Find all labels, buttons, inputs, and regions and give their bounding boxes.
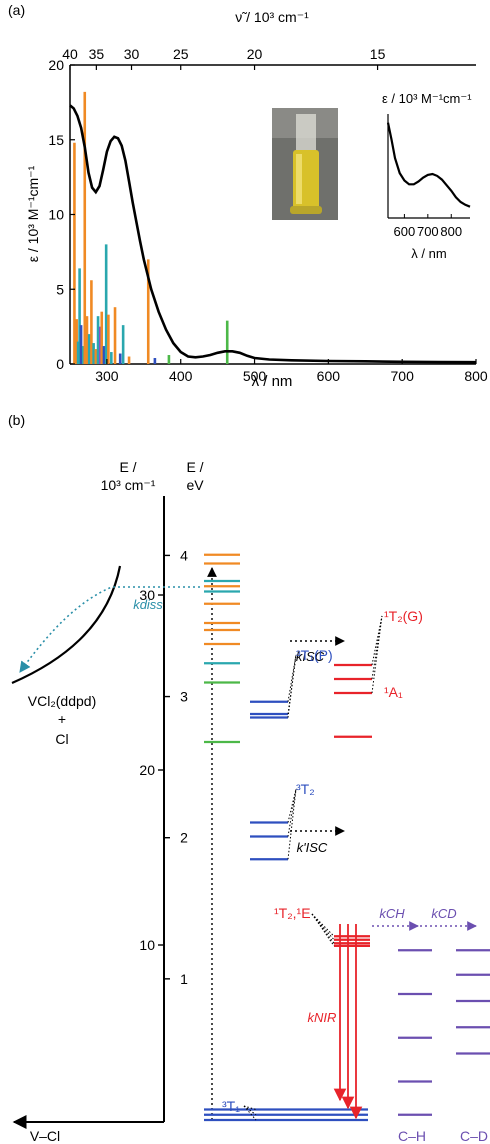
state-bracket-t1-2 [243, 1105, 257, 1116]
state-bracket-4-4 [311, 913, 335, 947]
y-tick-label: 15 [48, 132, 64, 148]
energy-tick-cm-label: 30 [139, 587, 155, 603]
right-axis-label-line1: E / [186, 459, 203, 475]
energy-tick-ev-label: 3 [180, 689, 188, 705]
energy-tick-cm-label: 10 [139, 937, 155, 953]
inset-absorption-curve [386, 122, 471, 208]
kch-label: kCH [379, 906, 405, 921]
top-tick-label: 30 [124, 46, 140, 62]
x-tick-label: 700 [391, 368, 415, 384]
top-tick-label: 25 [173, 46, 189, 62]
y-axis-label: ε / 10³ M⁻¹cm⁻¹ [25, 165, 41, 262]
energy-tick-cm-label: 20 [139, 762, 155, 778]
x-tick-label: 400 [169, 368, 193, 384]
state-bracket-1-3 [287, 654, 297, 718]
calculated-transitions [73, 91, 229, 364]
absorption-curve [69, 104, 477, 364]
x-tick-label: 500 [243, 368, 267, 384]
top-tick-label: 35 [89, 46, 105, 62]
knir-label: kNIR [308, 1010, 337, 1025]
vcl-coordinate-label: V–Cl [30, 1128, 60, 1144]
y-tick-label: 5 [56, 281, 64, 297]
inset-x-label: λ / nm [411, 246, 446, 261]
state-bracket-4-2 [311, 913, 335, 941]
ladder-label-ch: C–H [398, 1128, 426, 1144]
top-tick-label: 20 [247, 46, 263, 62]
ladder-label-cd: C–D [460, 1128, 488, 1144]
y-tick-label: 10 [48, 207, 64, 223]
panel-b-label: (b) [8, 412, 25, 428]
state-bracket-4-3 [311, 913, 335, 944]
dissociation-arrow [19, 586, 200, 673]
top-axis-label: ν̃ / 10³ cm⁻¹ [235, 9, 309, 25]
state-bracket-2-3 [371, 615, 383, 694]
state-label-1t2g: ¹T₂(G) [384, 608, 423, 624]
x-tick-label: 300 [95, 368, 119, 384]
energy-tick-ev-label: 2 [180, 830, 188, 846]
inset-tick-label: 600 [394, 224, 416, 239]
kisc-label: kISC [296, 649, 325, 664]
x-axis-label: λ / nm [252, 373, 293, 390]
kdiss-label: kdiss [133, 597, 163, 612]
inset-tick-label: 800 [440, 224, 462, 239]
product-line1: VCl₂(ddpd) [28, 693, 96, 709]
state-label-1t2-1e: ¹T₂,¹E [274, 905, 311, 921]
state-label-3t1p: ³T₁(P) [296, 647, 333, 663]
top-tick-label: 40 [62, 46, 78, 62]
state-brackets [243, 615, 383, 1121]
energy-axis-ticks: 10 20 30 1 2 3 4 [139, 547, 188, 986]
product-line2: + [58, 711, 66, 727]
panel-a-label: (a) [8, 2, 25, 18]
x-axis-ticks: 300 400 500 600 700 800 [95, 359, 488, 384]
y-tick-label: 0 [56, 356, 64, 372]
x-tick-label: 800 [464, 368, 488, 384]
y-axis-ticks: 0 5 10 15 20 [48, 57, 75, 372]
inset-y-label: ε / 10³ M⁻¹cm⁻¹ [382, 91, 472, 106]
product-line3: Cl [55, 731, 68, 747]
state-bracket-1-1 [287, 654, 297, 702]
state-bracket-3-3 [287, 788, 297, 860]
energy-tick-ev-label: 1 [180, 971, 188, 987]
inset-tick-label: 700 [417, 224, 439, 239]
energy-levels [204, 553, 490, 1122]
state-bracket-2-2 [371, 615, 383, 680]
right-axis-label-line2: eV [186, 477, 204, 493]
y-tick-label: 20 [48, 57, 64, 73]
state-label-3t1: ³T₁ [222, 1098, 240, 1114]
x-tick-label: 600 [317, 368, 341, 384]
left-axis-label-line2: 10³ cm⁻¹ [101, 477, 156, 493]
state-bracket-3-2 [287, 788, 297, 837]
dissociative-curve [11, 565, 122, 685]
sample-vial-photo [272, 108, 338, 220]
inset-ticks: 600 700 800 [394, 214, 462, 239]
top-axis-ticks: 40 35 30 25 20 15 [62, 46, 386, 70]
state-label-3t2: ³T₂ [296, 781, 315, 797]
state-label-1a1: ¹A₁ [384, 684, 403, 700]
state-bracket-t1-3 [243, 1105, 257, 1121]
kisc-prime-label: k'ISC [297, 840, 328, 855]
energy-tick-ev-label: 4 [180, 547, 188, 563]
kcd-label: kCD [431, 906, 456, 921]
top-tick-label: 15 [370, 46, 386, 62]
left-axis-label-line1: E / [119, 459, 136, 475]
state-bracket-2-1 [371, 615, 383, 666]
